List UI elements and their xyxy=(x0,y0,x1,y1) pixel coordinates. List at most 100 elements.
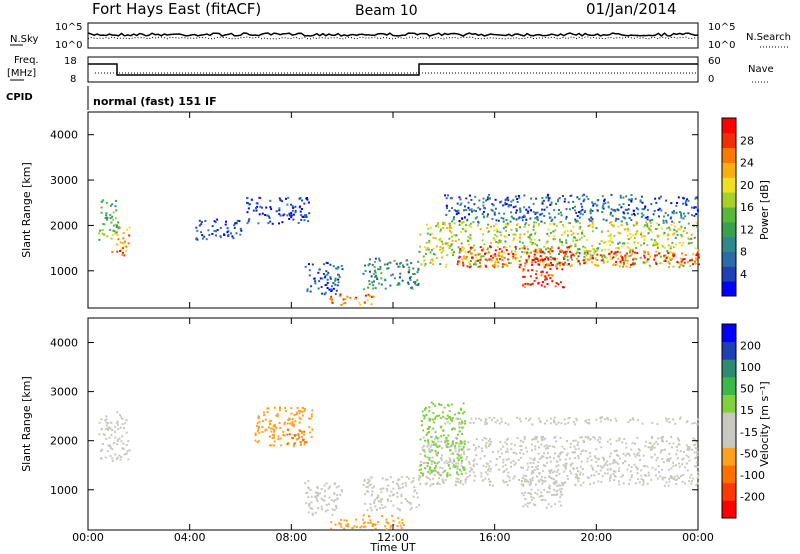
data-cell xyxy=(269,423,272,425)
data-cell xyxy=(326,262,329,265)
data-cell xyxy=(667,484,670,487)
data-cell xyxy=(595,227,598,230)
data-cell xyxy=(525,260,528,263)
data-cell xyxy=(575,238,578,241)
data-cell xyxy=(325,261,328,264)
data-cell xyxy=(438,445,441,448)
data-cell xyxy=(678,477,680,479)
data-cell xyxy=(518,260,521,262)
data-cell xyxy=(544,480,547,483)
data-cell xyxy=(624,257,627,260)
data-cell xyxy=(105,421,108,424)
data-cell xyxy=(434,449,437,452)
data-cell xyxy=(310,495,313,498)
data-cell xyxy=(640,231,643,234)
data-cell xyxy=(385,521,388,524)
data-cell xyxy=(534,243,537,245)
data-cell xyxy=(589,455,592,458)
data-cell xyxy=(494,421,497,424)
data-cell xyxy=(278,209,281,212)
data-cell xyxy=(402,264,404,267)
data-cell xyxy=(465,208,468,211)
data-cell xyxy=(555,423,558,426)
data-cell xyxy=(300,435,303,438)
data-cell xyxy=(324,490,327,493)
data-cell xyxy=(546,195,549,198)
data-cell xyxy=(452,452,455,455)
data-cell xyxy=(324,291,327,294)
data-cell xyxy=(583,251,586,254)
data-cell xyxy=(577,470,579,472)
data-cell xyxy=(290,412,293,415)
data-cell xyxy=(677,228,680,231)
data-cell xyxy=(612,256,615,259)
data-cell xyxy=(269,199,272,202)
data-cell xyxy=(500,420,503,423)
data-cell xyxy=(656,254,658,257)
data-cell xyxy=(326,278,329,281)
data-cell xyxy=(521,477,524,480)
data-cell xyxy=(420,464,422,466)
data-cell xyxy=(661,244,664,247)
data-cell xyxy=(555,440,558,443)
data-cell xyxy=(322,273,325,275)
data-cell xyxy=(499,251,502,253)
data-cell xyxy=(500,417,503,420)
data-cell xyxy=(445,263,448,266)
data-cell xyxy=(440,457,442,460)
data-cell xyxy=(539,260,542,263)
data-cell xyxy=(552,257,555,260)
data-cell xyxy=(663,260,666,262)
data-cell xyxy=(604,248,607,251)
data-cell xyxy=(603,457,605,460)
data-cell xyxy=(109,455,112,457)
data-cell xyxy=(510,442,513,445)
data-cell xyxy=(443,221,446,224)
data-cell xyxy=(606,416,609,419)
data-cell xyxy=(570,251,573,254)
data-cell xyxy=(121,417,124,420)
data-cell xyxy=(285,197,287,200)
data-cell xyxy=(649,229,652,232)
data-cell xyxy=(292,206,295,209)
data-cell xyxy=(531,479,534,482)
data-cell xyxy=(495,463,498,466)
colorbar-tick-label: -100 xyxy=(740,469,765,482)
data-cell xyxy=(116,443,119,446)
colorbar-tick-label: 24 xyxy=(740,157,754,170)
data-cell xyxy=(647,209,649,212)
data-cell xyxy=(635,258,638,261)
data-cell xyxy=(288,218,291,220)
data-cell xyxy=(318,268,321,271)
data-cell xyxy=(550,469,553,471)
data-cell xyxy=(518,266,521,269)
data-cell xyxy=(568,457,571,460)
data-cell xyxy=(585,450,587,453)
data-cell xyxy=(558,221,561,224)
data-cell xyxy=(378,282,380,285)
data-cell xyxy=(428,417,431,420)
data-cell xyxy=(247,207,250,210)
data-cell xyxy=(307,201,310,204)
data-cell xyxy=(649,266,652,269)
data-cell xyxy=(333,509,336,511)
data-cell xyxy=(432,260,434,263)
data-cell xyxy=(103,433,106,436)
data-cell xyxy=(687,456,690,459)
data-cell xyxy=(626,208,629,211)
data-cell xyxy=(512,254,515,257)
data-cell xyxy=(615,247,618,249)
data-cell xyxy=(388,494,391,497)
data-cell xyxy=(622,260,625,262)
data-cell xyxy=(528,283,531,286)
data-cell xyxy=(373,502,376,504)
data-cell xyxy=(514,258,517,261)
data-cell xyxy=(492,484,494,487)
data-cell xyxy=(451,220,454,223)
data-cell xyxy=(668,262,671,265)
data-cell xyxy=(685,200,687,203)
data-cell xyxy=(658,197,661,200)
data-cell xyxy=(504,464,507,467)
data-cell xyxy=(323,484,326,487)
data-cell xyxy=(479,261,481,264)
